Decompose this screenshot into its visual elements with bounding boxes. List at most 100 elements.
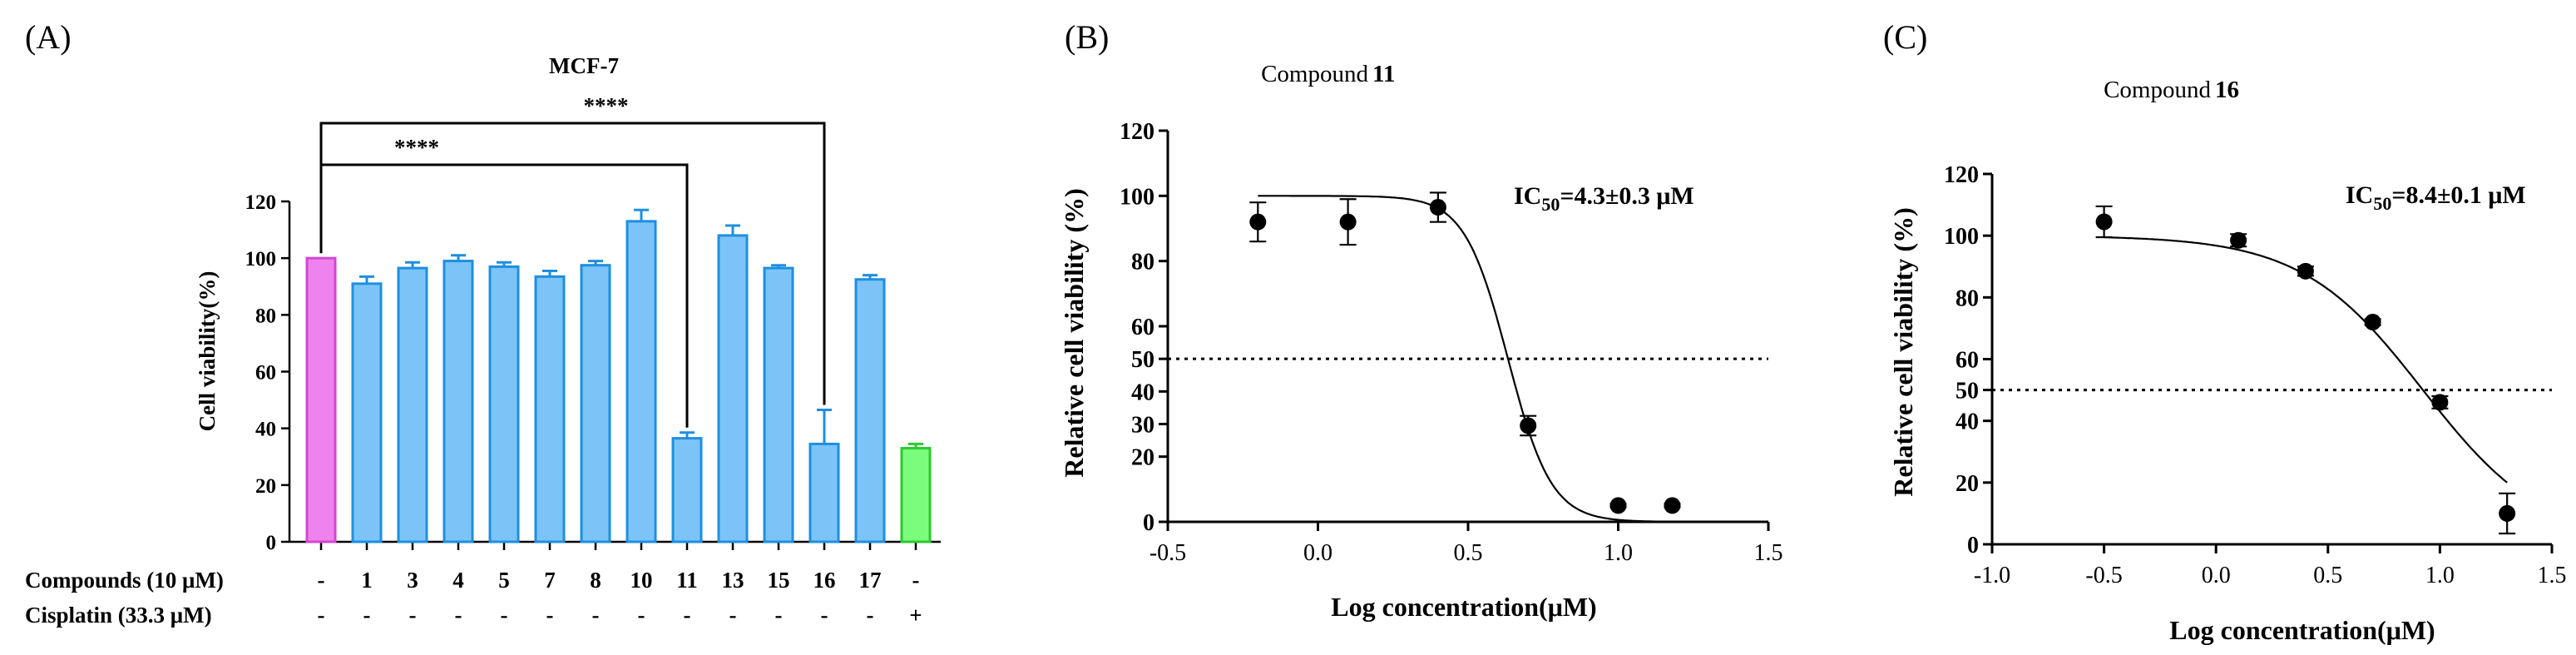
panel-b-title-text: Compound [1261, 61, 1368, 87]
cisplatin-row-cell: - [638, 603, 645, 628]
y-tick-label: 80 [1131, 250, 1155, 275]
cisplatin-row-cell: - [684, 603, 691, 628]
y-tick-label: 120 [1944, 162, 1979, 188]
panel-b-title-number: 11 [1372, 61, 1395, 87]
panel-b-label: (B) [1065, 18, 1109, 56]
data-point [1249, 213, 1267, 231]
x-tick-label: 1.5 [2538, 563, 2567, 588]
panel-b-x-axis-title: Log concentration(μM) [1331, 592, 1596, 622]
data-point [2364, 314, 2381, 330]
data-point [2230, 231, 2247, 249]
compound-row-cell: 3 [407, 568, 418, 593]
cisplatin-row-cell: - [501, 603, 508, 628]
cisplatin-row-cell: - [409, 603, 417, 628]
panel-c-title-text: Compound [2104, 77, 2211, 103]
cisplatin-row-cell: - [592, 603, 600, 628]
y-tick-label: 50 [1955, 379, 1979, 404]
y-tick-label: 0 [1967, 533, 1979, 558]
panel-c-plot [1992, 205, 2552, 535]
significance-label: **** [584, 93, 629, 118]
compound-row-cell: 10 [630, 568, 653, 593]
bar [580, 264, 611, 543]
fit-curve [1258, 195, 1673, 523]
panel-b-y-axis-title: Relative cell viability (%) [1059, 188, 1089, 477]
y-tick-label: 40 [1131, 380, 1155, 405]
y-tick-label: 0 [1143, 510, 1155, 536]
bar [763, 266, 794, 543]
bar [808, 442, 840, 543]
cisplatin-row-cell: - [363, 603, 371, 628]
data-point [2095, 213, 2113, 231]
x-tick-label: -0.5 [1150, 540, 1186, 566]
compound-row-cell: 8 [590, 568, 601, 593]
y-tick-label: 120 [245, 191, 277, 214]
bar [443, 260, 474, 543]
compound-row-cell: - [318, 568, 325, 593]
panel-c-label: (C) [1883, 18, 1927, 56]
bar [351, 282, 383, 543]
compound-row-cell: 15 [768, 568, 790, 593]
y-tick-label: 60 [1955, 348, 1979, 374]
y-tick-label: 60 [1131, 315, 1155, 340]
compound-row-cell: 7 [544, 568, 556, 593]
y-tick-label: 20 [1131, 445, 1155, 471]
data-point [1429, 199, 1446, 216]
y-tick-label: 60 [255, 362, 276, 385]
y-tick-label: 30 [1131, 413, 1155, 439]
x-tick-label: 0.0 [2202, 563, 2231, 588]
y-tick-label: 120 [1120, 119, 1155, 145]
cisplatin-row-label: Cisplatin (33.3 μM) [25, 603, 212, 628]
panel-b-dose-response: (B) Compound 11 Relative cell viability … [1059, 18, 1783, 622]
significance-label: **** [394, 135, 439, 160]
significance-bracket [319, 163, 689, 428]
panel-c-dose-response: (C) Compound 16 Relative cell viability … [1883, 18, 2567, 645]
bar [488, 265, 520, 543]
panel-a-y-axis-title: Cell viability(%) [195, 271, 220, 432]
panel-c-ic50-annotation: IC50=8.4±0.1 μM [2346, 181, 2526, 214]
data-point [2499, 504, 2516, 522]
cisplatin-row-cell: - [775, 603, 783, 628]
compound-row-cell: 17 [859, 568, 882, 593]
y-tick-label: 100 [245, 248, 277, 270]
y-tick-label: 100 [1120, 184, 1155, 210]
data-point [1520, 417, 1537, 434]
panel-c-title-number: 16 [2215, 77, 2239, 103]
bar [900, 447, 932, 543]
cisplatin-row-cell: + [909, 603, 922, 628]
y-tick-label: 40 [1955, 409, 1979, 435]
panel-a-bars [305, 208, 932, 543]
panel-b-plot [1168, 191, 1768, 523]
x-tick-label: 1.0 [1604, 540, 1633, 566]
bar [534, 275, 566, 543]
bar [671, 437, 703, 543]
y-tick-label: 80 [1955, 285, 1979, 311]
data-point [1664, 497, 1681, 514]
x-tick-label: 1.0 [2425, 563, 2455, 588]
bar [397, 266, 428, 543]
x-tick-label: 0.5 [2313, 563, 2342, 588]
panel-c-x-axis-title: Log concentration(μM) [2169, 615, 2435, 645]
panel-c-axes: 0 20 40 50 60 80 100 120 -1.0 -0.5 0.0 0.5 1.0 1.5 [1944, 162, 2567, 588]
x-tick-label: 1.5 [1754, 540, 1783, 566]
x-tick-label: 0.5 [1454, 540, 1483, 566]
cisplatin-row-cell: - [729, 603, 737, 628]
cisplatin-row-cell: - [318, 603, 325, 628]
panel-a-label: (A) [25, 18, 72, 56]
bar [854, 278, 886, 543]
data-point [2431, 394, 2449, 411]
compound-row-cell: 16 [813, 568, 836, 593]
x-tick-label: 0.0 [1303, 540, 1332, 566]
compound-row-cell: 13 [722, 568, 744, 593]
panel-a-bar-chart: (A) MCF-7 Cell viability(%) 0 20 40 60 80 100… [25, 18, 941, 628]
y-tick-label: 100 [1944, 224, 1979, 250]
data-point [1339, 213, 1357, 231]
cisplatin-row-cell: - [821, 603, 828, 628]
data-point [1609, 497, 1627, 514]
y-tick-label: 50 [1131, 347, 1155, 373]
compound-row-cell: - [912, 568, 920, 593]
y-tick-label: 40 [255, 419, 276, 441]
compound-row-cell: 11 [676, 568, 698, 593]
compound-row-cell: 1 [361, 568, 373, 593]
bar [625, 220, 657, 543]
